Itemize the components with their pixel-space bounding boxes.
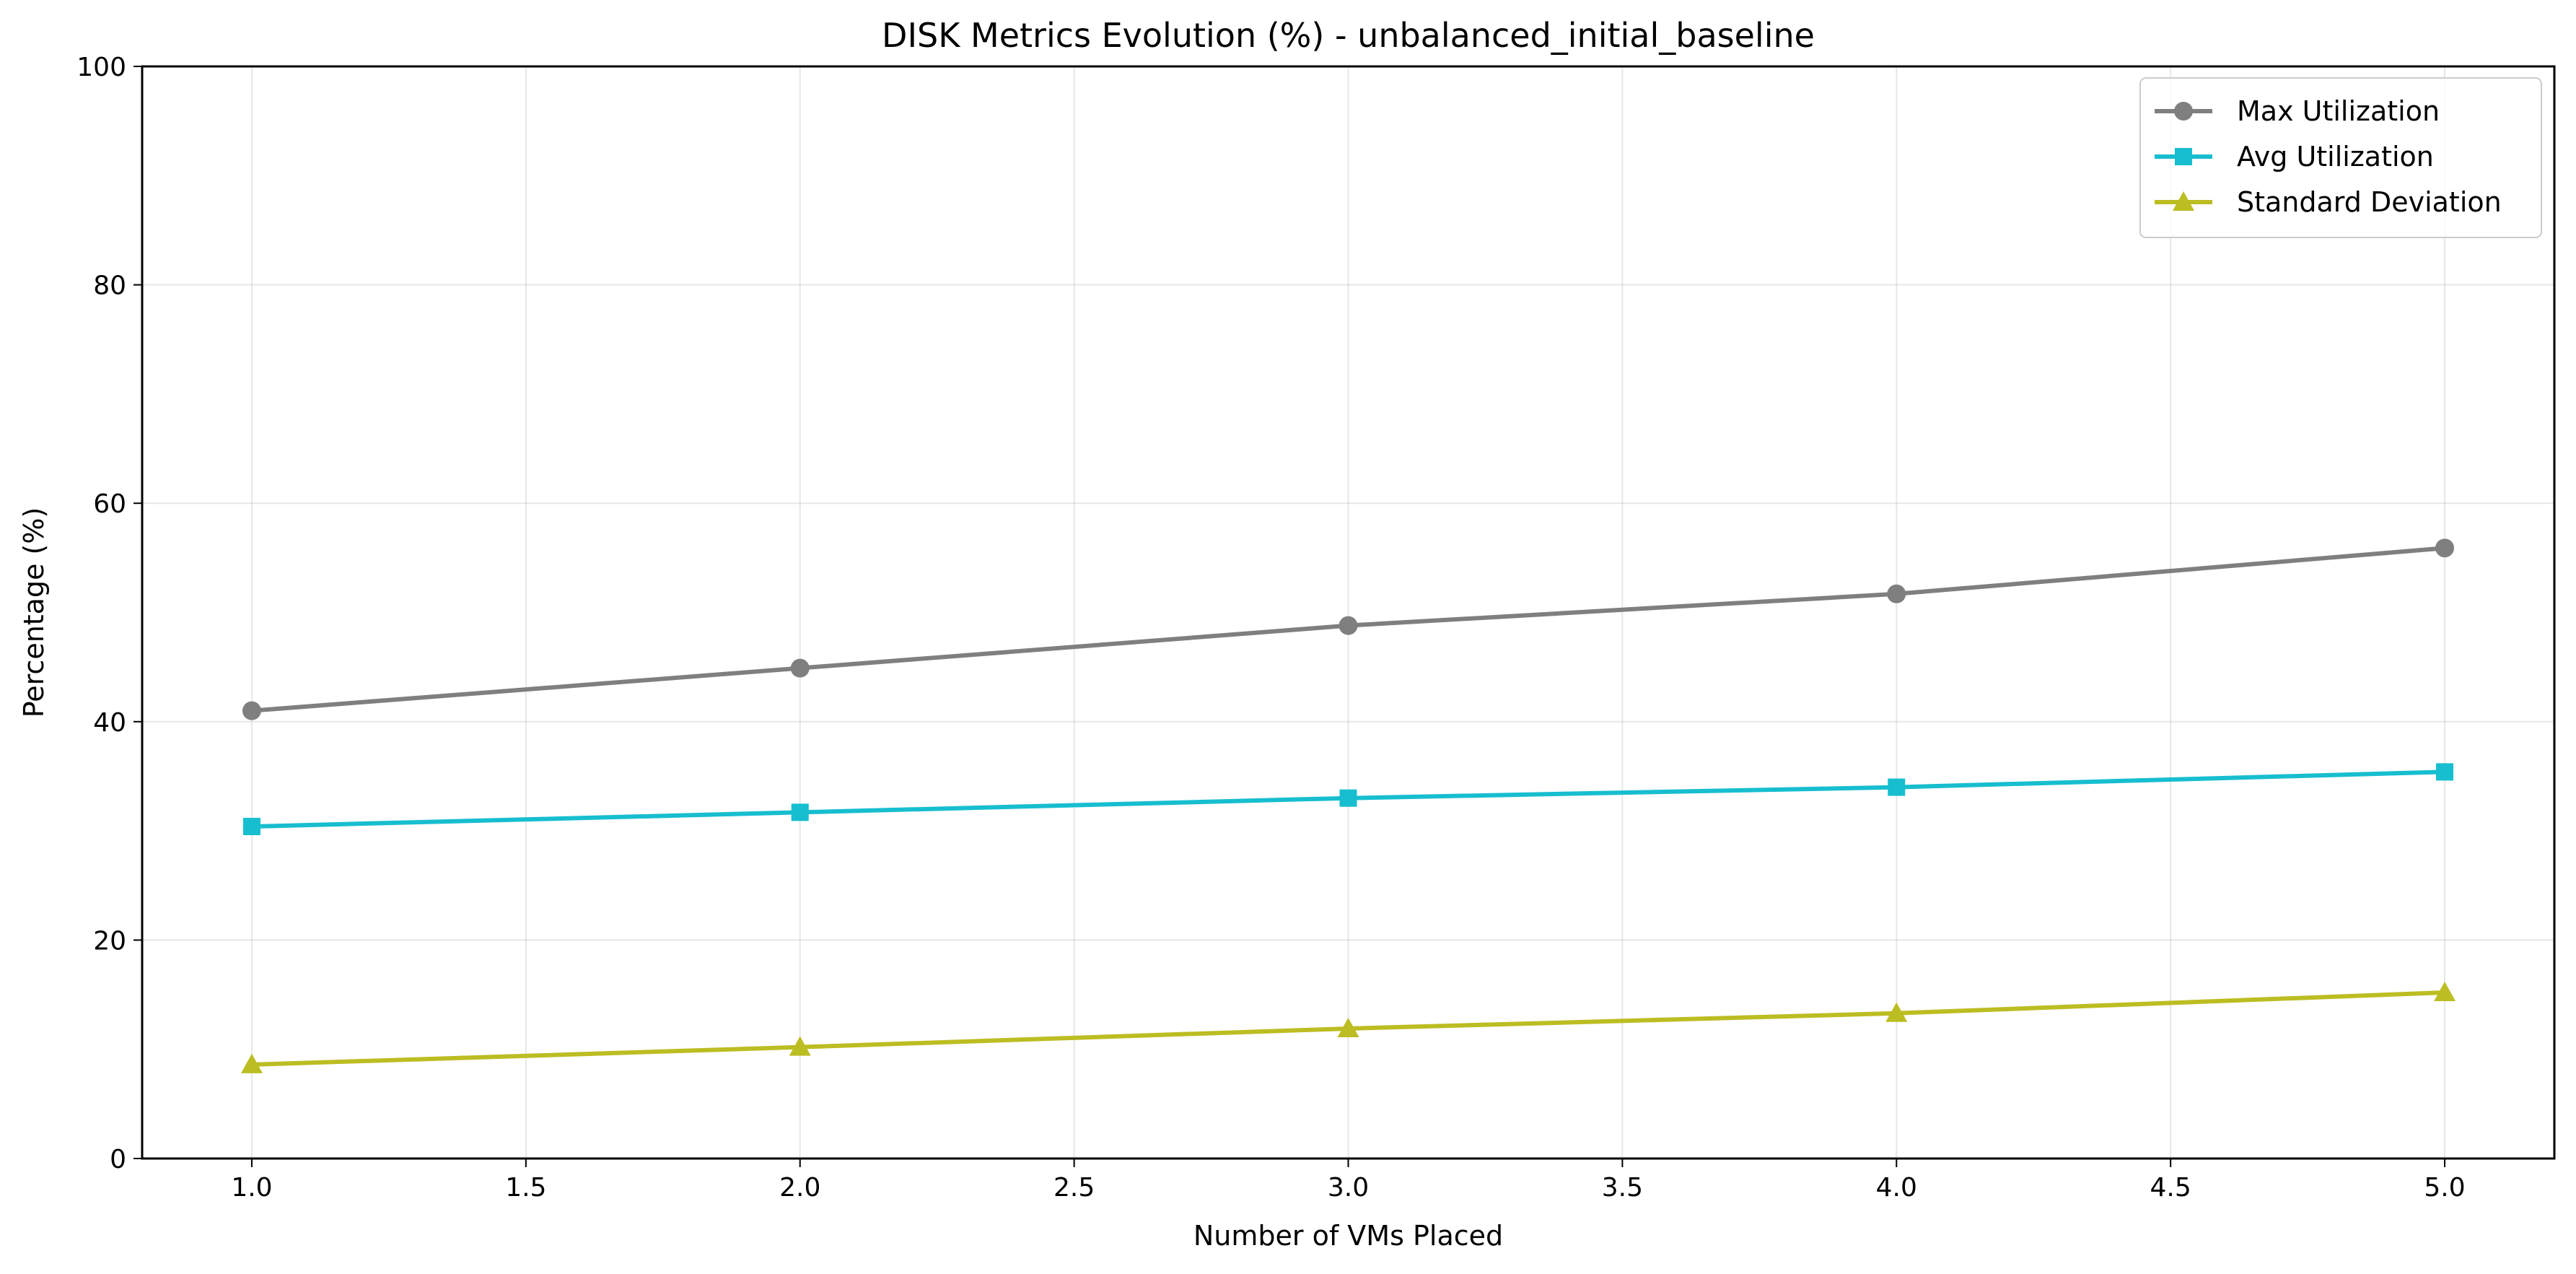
data-point bbox=[791, 803, 809, 821]
data-point bbox=[240, 1053, 263, 1073]
legend-marker bbox=[2175, 148, 2192, 165]
legend-frame bbox=[2139, 77, 2542, 238]
x-tick-label: 3.0 bbox=[1328, 1173, 1369, 1203]
series-1 bbox=[242, 763, 2454, 836]
data-point bbox=[1885, 1002, 1908, 1022]
legend-entry: Avg Utilization bbox=[2155, 141, 2434, 173]
data-point bbox=[1339, 616, 1358, 635]
data-point bbox=[790, 658, 810, 678]
data-point bbox=[242, 818, 260, 836]
y-tick-label: 60 bbox=[93, 489, 126, 519]
data-point bbox=[789, 1036, 811, 1056]
y-axis-label: Percentage (%) bbox=[18, 507, 50, 718]
series-2 bbox=[240, 982, 2456, 1073]
x-tick-label: 5.0 bbox=[2424, 1173, 2465, 1203]
y-tick-label: 20 bbox=[93, 926, 126, 956]
y-tick-label: 80 bbox=[93, 271, 126, 301]
data-point bbox=[242, 701, 261, 720]
legend: Max Utilization Avg Utilization Standard D… bbox=[2139, 77, 2542, 238]
x-tick-label: 1.0 bbox=[231, 1173, 272, 1203]
y-tick-label: 40 bbox=[93, 708, 126, 738]
legend-entry: Standard Deviation bbox=[2155, 186, 2502, 218]
x-tick-label: 4.0 bbox=[1876, 1173, 1917, 1203]
tick-layer: 1.0 1.5 2.0 2.5 3.0 3.5 4.0 4.5 5.0 0 20 40 60 80 100 bbox=[76, 53, 2465, 1203]
data-point bbox=[2435, 538, 2455, 558]
series-layer bbox=[240, 538, 2456, 1073]
series-0 bbox=[242, 538, 2455, 720]
data-point bbox=[1888, 778, 1906, 796]
x-tick-label: 2.5 bbox=[1053, 1173, 1095, 1203]
x-axis-label: Number of VMs Placed bbox=[1193, 1220, 1503, 1252]
y-tick-label: 100 bbox=[76, 53, 126, 82]
legend-entry: Max Utilization bbox=[2155, 95, 2440, 127]
data-point bbox=[2436, 763, 2454, 781]
legend-label: Standard Deviation bbox=[2237, 186, 2502, 218]
chart-title: DISK Metrics Evolution (%) - unbalanced_… bbox=[882, 16, 1815, 55]
data-point bbox=[1887, 584, 1906, 603]
legend-marker bbox=[2173, 191, 2194, 211]
y-tick-label: 0 bbox=[110, 1145, 126, 1174]
data-point bbox=[1337, 1017, 1359, 1037]
x-tick-label: 4.5 bbox=[2150, 1173, 2191, 1203]
x-tick-label: 2.0 bbox=[779, 1173, 820, 1203]
legend-label: Max Utilization bbox=[2237, 95, 2440, 127]
legend-marker bbox=[2174, 102, 2193, 121]
legend-label: Avg Utilization bbox=[2237, 141, 2434, 173]
x-tick-label: 1.5 bbox=[505, 1173, 546, 1203]
data-point bbox=[2434, 982, 2456, 1002]
data-point bbox=[1339, 789, 1357, 807]
x-tick-label: 3.5 bbox=[1602, 1173, 1643, 1203]
